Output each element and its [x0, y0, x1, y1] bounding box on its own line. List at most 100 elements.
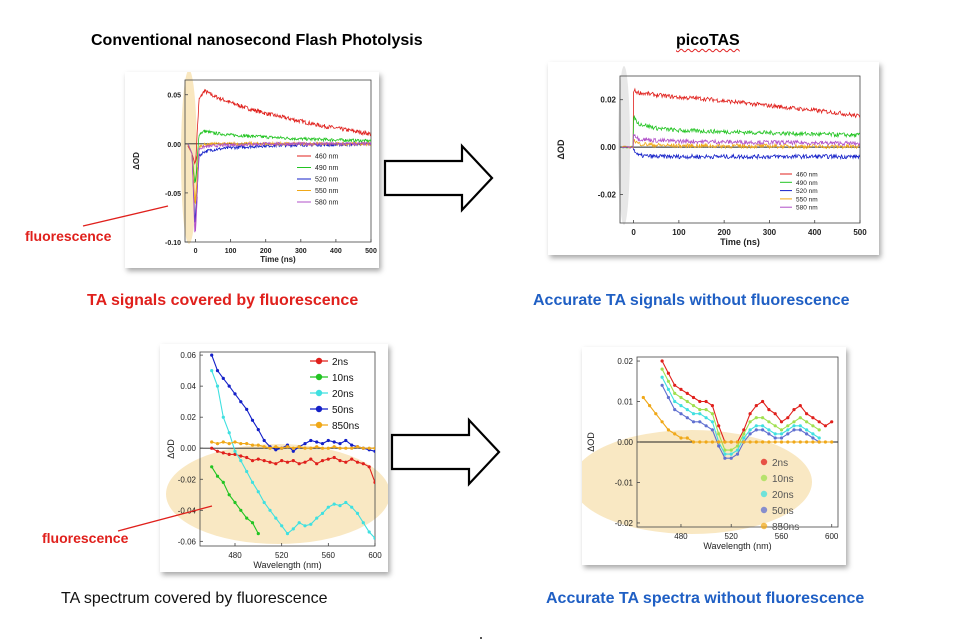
y-axis-label: ΔOD	[166, 439, 176, 459]
data-point	[361, 462, 365, 466]
data-point	[698, 412, 702, 416]
data-point	[350, 446, 354, 450]
data-point	[779, 428, 784, 432]
caption-bottom-right: Accurate TA spectra without fluorescence	[546, 590, 865, 607]
y-tick-label: -0.02	[615, 519, 634, 528]
data-point	[233, 500, 237, 505]
data-point	[256, 490, 260, 494]
data-point	[698, 440, 702, 444]
pulse-band	[618, 66, 630, 225]
data-point	[262, 500, 266, 505]
data-point	[326, 505, 330, 509]
data-point	[227, 442, 231, 446]
data-point	[805, 420, 809, 424]
y-axis-label: ΔOD	[556, 139, 566, 159]
data-point	[817, 420, 821, 424]
y-tick-label: 0.00	[617, 438, 633, 447]
data-point	[710, 440, 714, 444]
data-point	[268, 446, 272, 450]
heading-conventional: Conventional nanosecond Flash Photolysis	[91, 32, 423, 49]
data-point	[685, 391, 689, 395]
data-point	[303, 524, 307, 528]
data-point	[710, 428, 714, 432]
data-point	[326, 457, 330, 461]
series-group	[641, 359, 834, 460]
x-axis-label: Wavelength (nm)	[253, 560, 321, 570]
data-point	[344, 460, 348, 464]
y-tick-label: -0.06	[178, 537, 197, 546]
legend-label: 20ns	[772, 490, 794, 501]
data-point	[773, 424, 777, 428]
legend-label: 520 nm	[315, 177, 339, 184]
data-point	[285, 445, 290, 449]
pointer-line-bottom	[117, 505, 213, 532]
legend-marker	[760, 506, 768, 514]
data-point	[729, 456, 733, 460]
data-point	[735, 444, 740, 448]
data-point	[309, 522, 313, 526]
data-point	[227, 384, 231, 388]
chart-ns-spectra: 0.06 0.04 0.02 0.00 -0.02 -0.04 -0.06 480 520 560…	[166, 351, 388, 570]
y-tick-label: 0.02	[600, 96, 616, 105]
data-point	[767, 420, 771, 424]
data-point	[710, 412, 714, 416]
legend-marker	[315, 421, 323, 429]
legend-marker	[760, 458, 768, 466]
x-tick-label: 500	[365, 248, 377, 255]
series-line-2ns	[661, 360, 832, 443]
data-point	[704, 424, 708, 428]
legend-label: 50ns	[772, 506, 794, 517]
y-tick-label: 0.00	[600, 143, 616, 152]
legend-label: 50ns	[332, 405, 354, 416]
legend-marker	[315, 405, 323, 413]
data-point	[367, 446, 371, 450]
data-point	[309, 446, 313, 450]
data-point	[338, 446, 342, 450]
data-point	[210, 440, 214, 444]
heading-picotas: picoTAS	[676, 32, 740, 49]
x-axis-label: Wavelength (nm)	[703, 541, 771, 551]
data-point	[660, 375, 664, 379]
panel-picotas-spectra: 0.02 0.01 0.00 -0.01 -0.02 480 520 560 600 Wavele…	[582, 347, 846, 565]
data-point	[373, 446, 375, 450]
data-point	[811, 440, 815, 444]
x-tick-label: 300	[763, 228, 777, 237]
y-tick-label: -0.04	[178, 506, 197, 515]
x-tick-label: 300	[295, 248, 307, 255]
data-point	[679, 395, 683, 400]
data-point	[704, 408, 708, 412]
data-point	[355, 511, 360, 515]
data-point	[280, 446, 284, 450]
series-line-490-nm	[187, 129, 371, 184]
data-point	[798, 416, 802, 420]
data-point	[786, 440, 790, 444]
x-tick-label: 600	[825, 532, 839, 541]
data-point	[210, 353, 214, 357]
data-point	[811, 424, 815, 428]
data-point	[215, 442, 220, 446]
data-point	[798, 440, 802, 444]
x-tick-label: 200	[717, 228, 731, 237]
data-point	[779, 420, 784, 424]
series-group	[622, 87, 860, 161]
data-point	[798, 428, 802, 432]
data-point	[666, 379, 670, 383]
data-point	[233, 392, 237, 396]
data-point	[373, 449, 375, 453]
data-point	[256, 443, 260, 447]
data-point	[641, 395, 645, 400]
y-tick-label: -0.02	[178, 475, 197, 484]
series-line-580-nm	[187, 141, 371, 233]
data-point	[373, 480, 375, 484]
data-point	[761, 399, 765, 404]
data-point	[779, 432, 784, 436]
data-point	[729, 440, 733, 444]
data-point	[250, 521, 255, 525]
legend-label: 490 nm	[796, 180, 818, 187]
data-point	[729, 452, 733, 456]
y-tick-label: 0.00	[180, 444, 196, 453]
x-tick-label: 200	[260, 248, 272, 255]
data-point	[303, 446, 307, 450]
data-point	[792, 408, 796, 412]
